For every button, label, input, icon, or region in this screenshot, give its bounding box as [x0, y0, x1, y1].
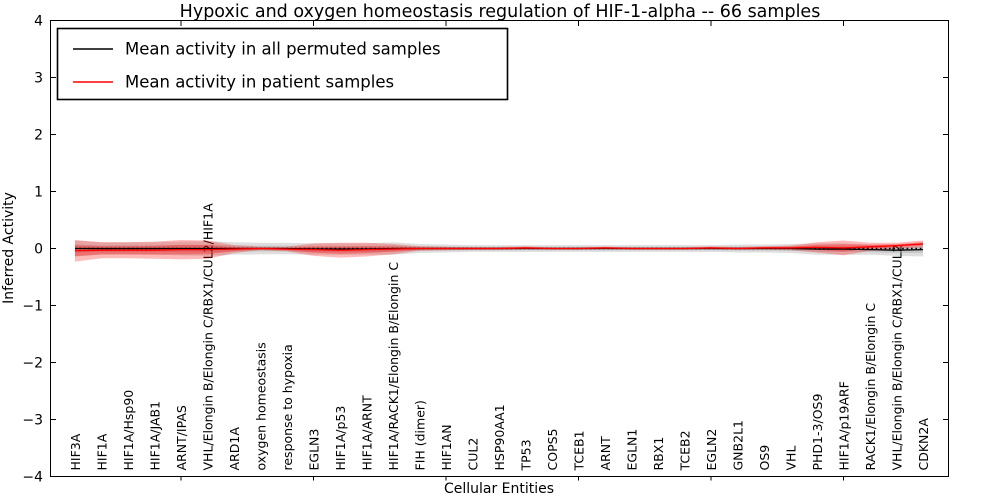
- y-tick-label: 1: [34, 185, 43, 201]
- x-category-label: CUL2: [465, 438, 480, 471]
- chart-title: Hypoxic and oxygen homeostasis regulatio…: [180, 2, 821, 22]
- x-category-label: VHL: [783, 446, 798, 471]
- x-category-label: VHL/Elongin B/Elongin C/RBX1/CUL2/HIF1A: [200, 203, 215, 471]
- legend-label-permuted: Mean activity in all permuted samples: [125, 40, 441, 59]
- legend-label-patient: Mean activity in patient samples: [125, 73, 394, 92]
- axis-ticks: [50, 20, 949, 481]
- x-category-label: GNB2L1: [730, 420, 745, 470]
- x-axis-label: Cellular Entities: [444, 481, 554, 497]
- x-category-label: EGLN2: [704, 429, 719, 471]
- y-tick-label: 2: [34, 128, 43, 144]
- y-axis-label: Inferred Activity: [1, 192, 17, 304]
- x-category-label: PHD1-3/OS9: [810, 394, 825, 471]
- x-category-label: RBX1: [651, 437, 666, 471]
- y-tick-label: −1: [22, 299, 43, 315]
- x-category-label: CDKN2A: [916, 418, 931, 471]
- y-tick-labels: 4 3 2 1 0 −1 −2 −3 −4: [22, 14, 43, 486]
- x-category-label: HIF1A/p53: [333, 406, 348, 471]
- x-category-label: ARNT: [598, 436, 613, 471]
- mean-lines: [74, 243, 924, 252]
- x-category-label: HIF1A/JAB1: [147, 401, 162, 471]
- x-category-label: TP53: [518, 439, 533, 471]
- x-category-label: HIF3A: [68, 433, 83, 470]
- x-category-label: COPS5: [545, 429, 560, 471]
- y-tick-label: 4: [34, 14, 43, 30]
- x-category-label: VHL/Elongin B/Elongin C/RBX1/CUL2: [889, 244, 904, 470]
- x-category-label: TCEB1: [571, 430, 586, 471]
- x-category-label: HIF1A: [94, 433, 109, 470]
- x-category-label: EGLN3: [306, 429, 321, 471]
- x-category-label: HIF1AN: [439, 424, 454, 470]
- y-tick-label: 0: [34, 242, 43, 258]
- x-category-label: EGLN1: [624, 429, 639, 471]
- x-category-label: response to hypoxia: [280, 344, 295, 470]
- legend: Mean activity in all permuted samples Me…: [56, 27, 509, 101]
- x-category-label: ARD1A: [227, 427, 242, 471]
- x-category-label: HIF1A/ARNT: [359, 395, 374, 471]
- x-category-label: ARNT/IPAS: [174, 405, 189, 470]
- band-patient: [75, 242, 923, 257]
- x-category-label: FIH (dimer): [412, 400, 427, 470]
- x-category-label: TCEB2: [677, 430, 692, 471]
- x-category-labels: HIF3A HIF1A HIF1A/Hsp90 HIF1A/JAB1 ARNT/IPAS…: [68, 203, 931, 472]
- x-category-label: HIF1A/RACK1/Elongin B/Elongin C: [386, 262, 401, 471]
- y-tick-label: −4: [22, 470, 43, 486]
- y-tick-label: −3: [22, 413, 43, 429]
- x-category-label: HIF1A/Hsp90: [121, 390, 136, 471]
- x-category-label: oxygen homeostasis: [253, 342, 268, 470]
- x-category-label: HSP90AA1: [492, 404, 507, 470]
- legend-box: [56, 27, 509, 101]
- y-tick-label: 3: [34, 71, 43, 87]
- band-patient: [75, 239, 923, 262]
- y-tick-label: −2: [22, 356, 43, 372]
- patient-mean-line: [74, 243, 924, 252]
- x-category-label: RACK1/Elongin B/Elongin C: [863, 303, 878, 471]
- x-category-label: HIF1A/p19ARF: [836, 381, 851, 470]
- x-category-label: OS9: [757, 445, 772, 471]
